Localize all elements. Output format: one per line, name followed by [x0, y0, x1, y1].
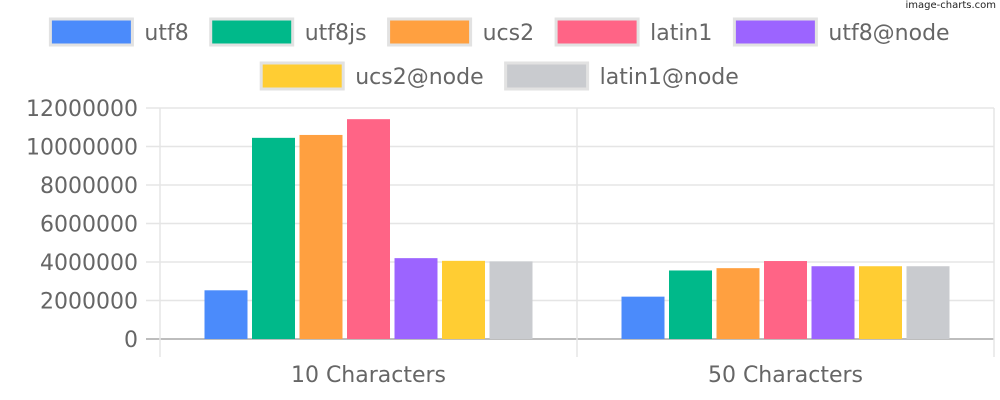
bar-utf8@node-2: [811, 266, 855, 339]
bar-ucs2@node-2: [859, 266, 902, 339]
legend-label-latin1: latin1: [650, 21, 712, 46]
y-tick-label: 8000000: [40, 174, 138, 199]
bar-ucs2@node-1: [442, 260, 485, 339]
y-tick-label: 6000000: [40, 213, 138, 238]
bars: [204, 119, 950, 339]
bar-utf8js-1: [252, 137, 295, 339]
bar-utf8-2: [621, 296, 665, 339]
y-tick-label: 12000000: [26, 97, 138, 122]
x-tick-label: 10 Characters: [291, 363, 446, 388]
bar-latin1@node-2: [906, 266, 950, 339]
bar-utf8@node-1: [394, 258, 438, 339]
bar-utf8-1: [204, 290, 248, 339]
bar-utf8js-2: [669, 270, 712, 339]
legend-swatch-utf8: [48, 17, 134, 47]
x-axis: 10 Characters 50 Characters: [291, 363, 863, 388]
y-tick-label: 0: [124, 328, 138, 353]
y-axis: 0 2000000 4000000 6000000 8000000 10000000 120…: [26, 97, 138, 353]
bar-latin1@node-1: [489, 261, 533, 339]
bar-latin1-1: [347, 119, 390, 339]
legend-swatch-latin1@node: [504, 61, 590, 91]
legend-swatch-latin1: [554, 17, 640, 47]
legend: utf8 utf8js ucs2 latin1 utf8@node ucs2@node la…: [48, 17, 950, 91]
legend-label-ucs2: ucs2: [483, 21, 535, 46]
bar-latin1-2: [764, 261, 807, 339]
legend-label-utf8@node: utf8@node: [828, 21, 949, 46]
legend-label-latin1@node: latin1@node: [600, 65, 739, 90]
legend-swatch-ucs2@node: [259, 61, 345, 91]
y-tick-label: 2000000: [40, 290, 138, 315]
legend-swatch-ucs2: [387, 17, 473, 47]
legend-swatch-utf8@node: [732, 17, 818, 47]
legend-label-utf8js: utf8js: [305, 21, 367, 46]
x-tick-label: 50 Characters: [708, 363, 863, 388]
bar-ucs2-1: [299, 134, 343, 339]
legend-label-utf8: utf8: [144, 21, 188, 46]
bar-ucs2-2: [716, 268, 760, 339]
legend-swatch-utf8js: [209, 17, 295, 47]
legend-label-ucs2@node: ucs2@node: [355, 65, 483, 90]
y-tick-label: 10000000: [26, 136, 138, 161]
y-tick-label: 4000000: [40, 251, 138, 276]
watermark: image-charts.com: [905, 0, 997, 11]
